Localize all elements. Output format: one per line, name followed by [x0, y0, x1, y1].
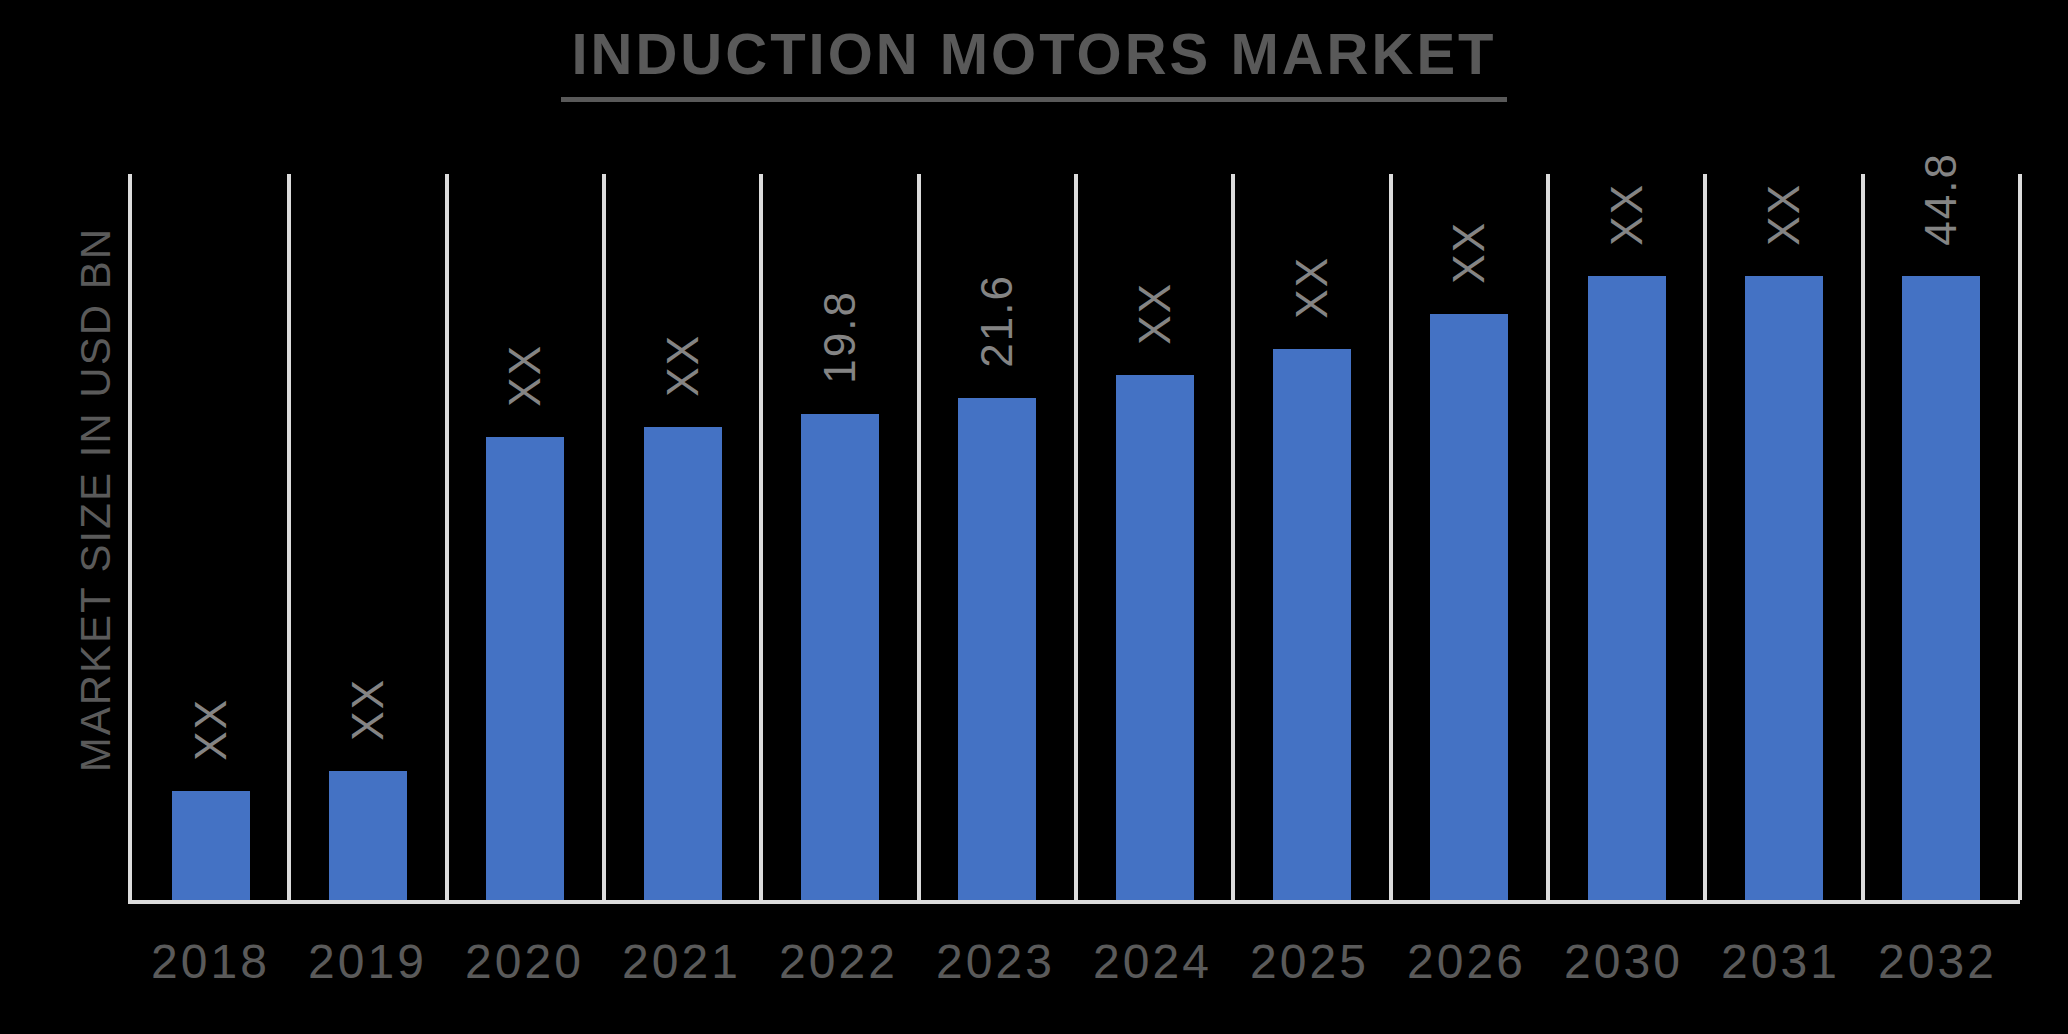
category-separator-gridline [1231, 174, 1235, 900]
x-axis-labels: 2018 2019 2020 2021 2022 2023 2024 2025 2026 2030… [132, 934, 2016, 1006]
category-separator-gridline [445, 174, 449, 900]
bar-value-label-2020: XX [500, 344, 550, 407]
x-axis-label-2025: 2025 [1250, 934, 1369, 989]
chart-title-text: INDUCTION MOTORS MARKET [561, 20, 1506, 102]
category-separator-gridline [1546, 174, 1550, 900]
bar-value-label-2024: XX [1130, 282, 1180, 345]
bar-2025 [1273, 349, 1351, 900]
bar-2023 [958, 398, 1036, 900]
x-axis-label-2021: 2021 [622, 934, 741, 989]
category-separator-gridline [1861, 174, 1865, 900]
category-separator-gridline [2018, 174, 2022, 900]
bar-2024 [1116, 375, 1194, 900]
bar-2026 [1430, 314, 1508, 900]
bar-value-label-2018: XX [186, 698, 236, 761]
category-separator-gridline [1389, 174, 1393, 900]
bar-value-text-2024: XX [1130, 282, 1180, 345]
x-axis-label-2019: 2019 [308, 934, 427, 989]
bar-value-text-2019: XX [343, 678, 393, 741]
bar-value-label-2030: XX [1602, 183, 1652, 246]
bar-2032 [1902, 276, 1980, 900]
x-axis-label-2024: 2024 [1093, 934, 1212, 989]
chart-title: INDUCTION MOTORS MARKET [0, 20, 2068, 102]
plot-area: XXXXXXXX19.821.6XXXXXXXXXX44.8 [128, 174, 2020, 904]
bar-value-text-2032: 44.8 [1916, 152, 1966, 246]
category-separator-gridline [287, 174, 291, 900]
category-separator-gridline [602, 174, 606, 900]
bar-2031 [1745, 276, 1823, 900]
bar-value-text-2018: XX [186, 698, 236, 761]
x-axis-label-2020: 2020 [465, 934, 584, 989]
bar-value-text-2023: 21.6 [972, 274, 1022, 368]
bar-value-label-2025: XX [1287, 256, 1337, 319]
bar-value-text-2021: XX [658, 334, 708, 397]
induction-motors-market-chart: INDUCTION MOTORS MARKET MARKET SIZE IN U… [0, 0, 2068, 1034]
x-axis-label-2032: 2032 [1878, 934, 1997, 989]
bar-value-text-2030: XX [1602, 183, 1652, 246]
bar-value-text-2022: 19.8 [815, 290, 865, 384]
bar-value-text-2020: XX [500, 344, 550, 407]
bar-2021 [644, 427, 722, 900]
bar-2019 [329, 771, 407, 900]
category-separator-gridline [1703, 174, 1707, 900]
bar-value-text-2025: XX [1287, 256, 1337, 319]
x-axis-label-2022: 2022 [779, 934, 898, 989]
bar-value-label-2021: XX [658, 334, 708, 397]
bar-value-label-2023: 21.6 [972, 274, 1022, 368]
y-axis-title: MARKET SIZE IN USD BN [68, 150, 124, 850]
category-separator-gridline [759, 174, 763, 900]
x-axis-label-2030: 2030 [1564, 934, 1683, 989]
bar-value-text-2031: XX [1759, 183, 1809, 246]
category-separator-gridline [917, 174, 921, 900]
bar-2030 [1588, 276, 1666, 900]
bar-2018 [172, 791, 250, 900]
bar-value-label-2032: 44.8 [1916, 152, 1966, 246]
x-axis-label-2026: 2026 [1407, 934, 1526, 989]
bar-value-label-2031: XX [1759, 183, 1809, 246]
bar-2022 [801, 414, 879, 900]
bar-value-label-2026: XX [1444, 221, 1494, 284]
x-axis-label-2031: 2031 [1721, 934, 1840, 989]
category-separator-gridline [1074, 174, 1078, 900]
x-axis-label-2023: 2023 [936, 934, 1055, 989]
bar-value-label-2022: 19.8 [815, 290, 865, 384]
bar-value-text-2026: XX [1444, 221, 1494, 284]
bar-2020 [486, 437, 564, 900]
bar-value-label-2019: XX [343, 678, 393, 741]
x-axis-label-2018: 2018 [151, 934, 270, 989]
y-axis-title-text: MARKET SIZE IN USD BN [72, 227, 120, 772]
